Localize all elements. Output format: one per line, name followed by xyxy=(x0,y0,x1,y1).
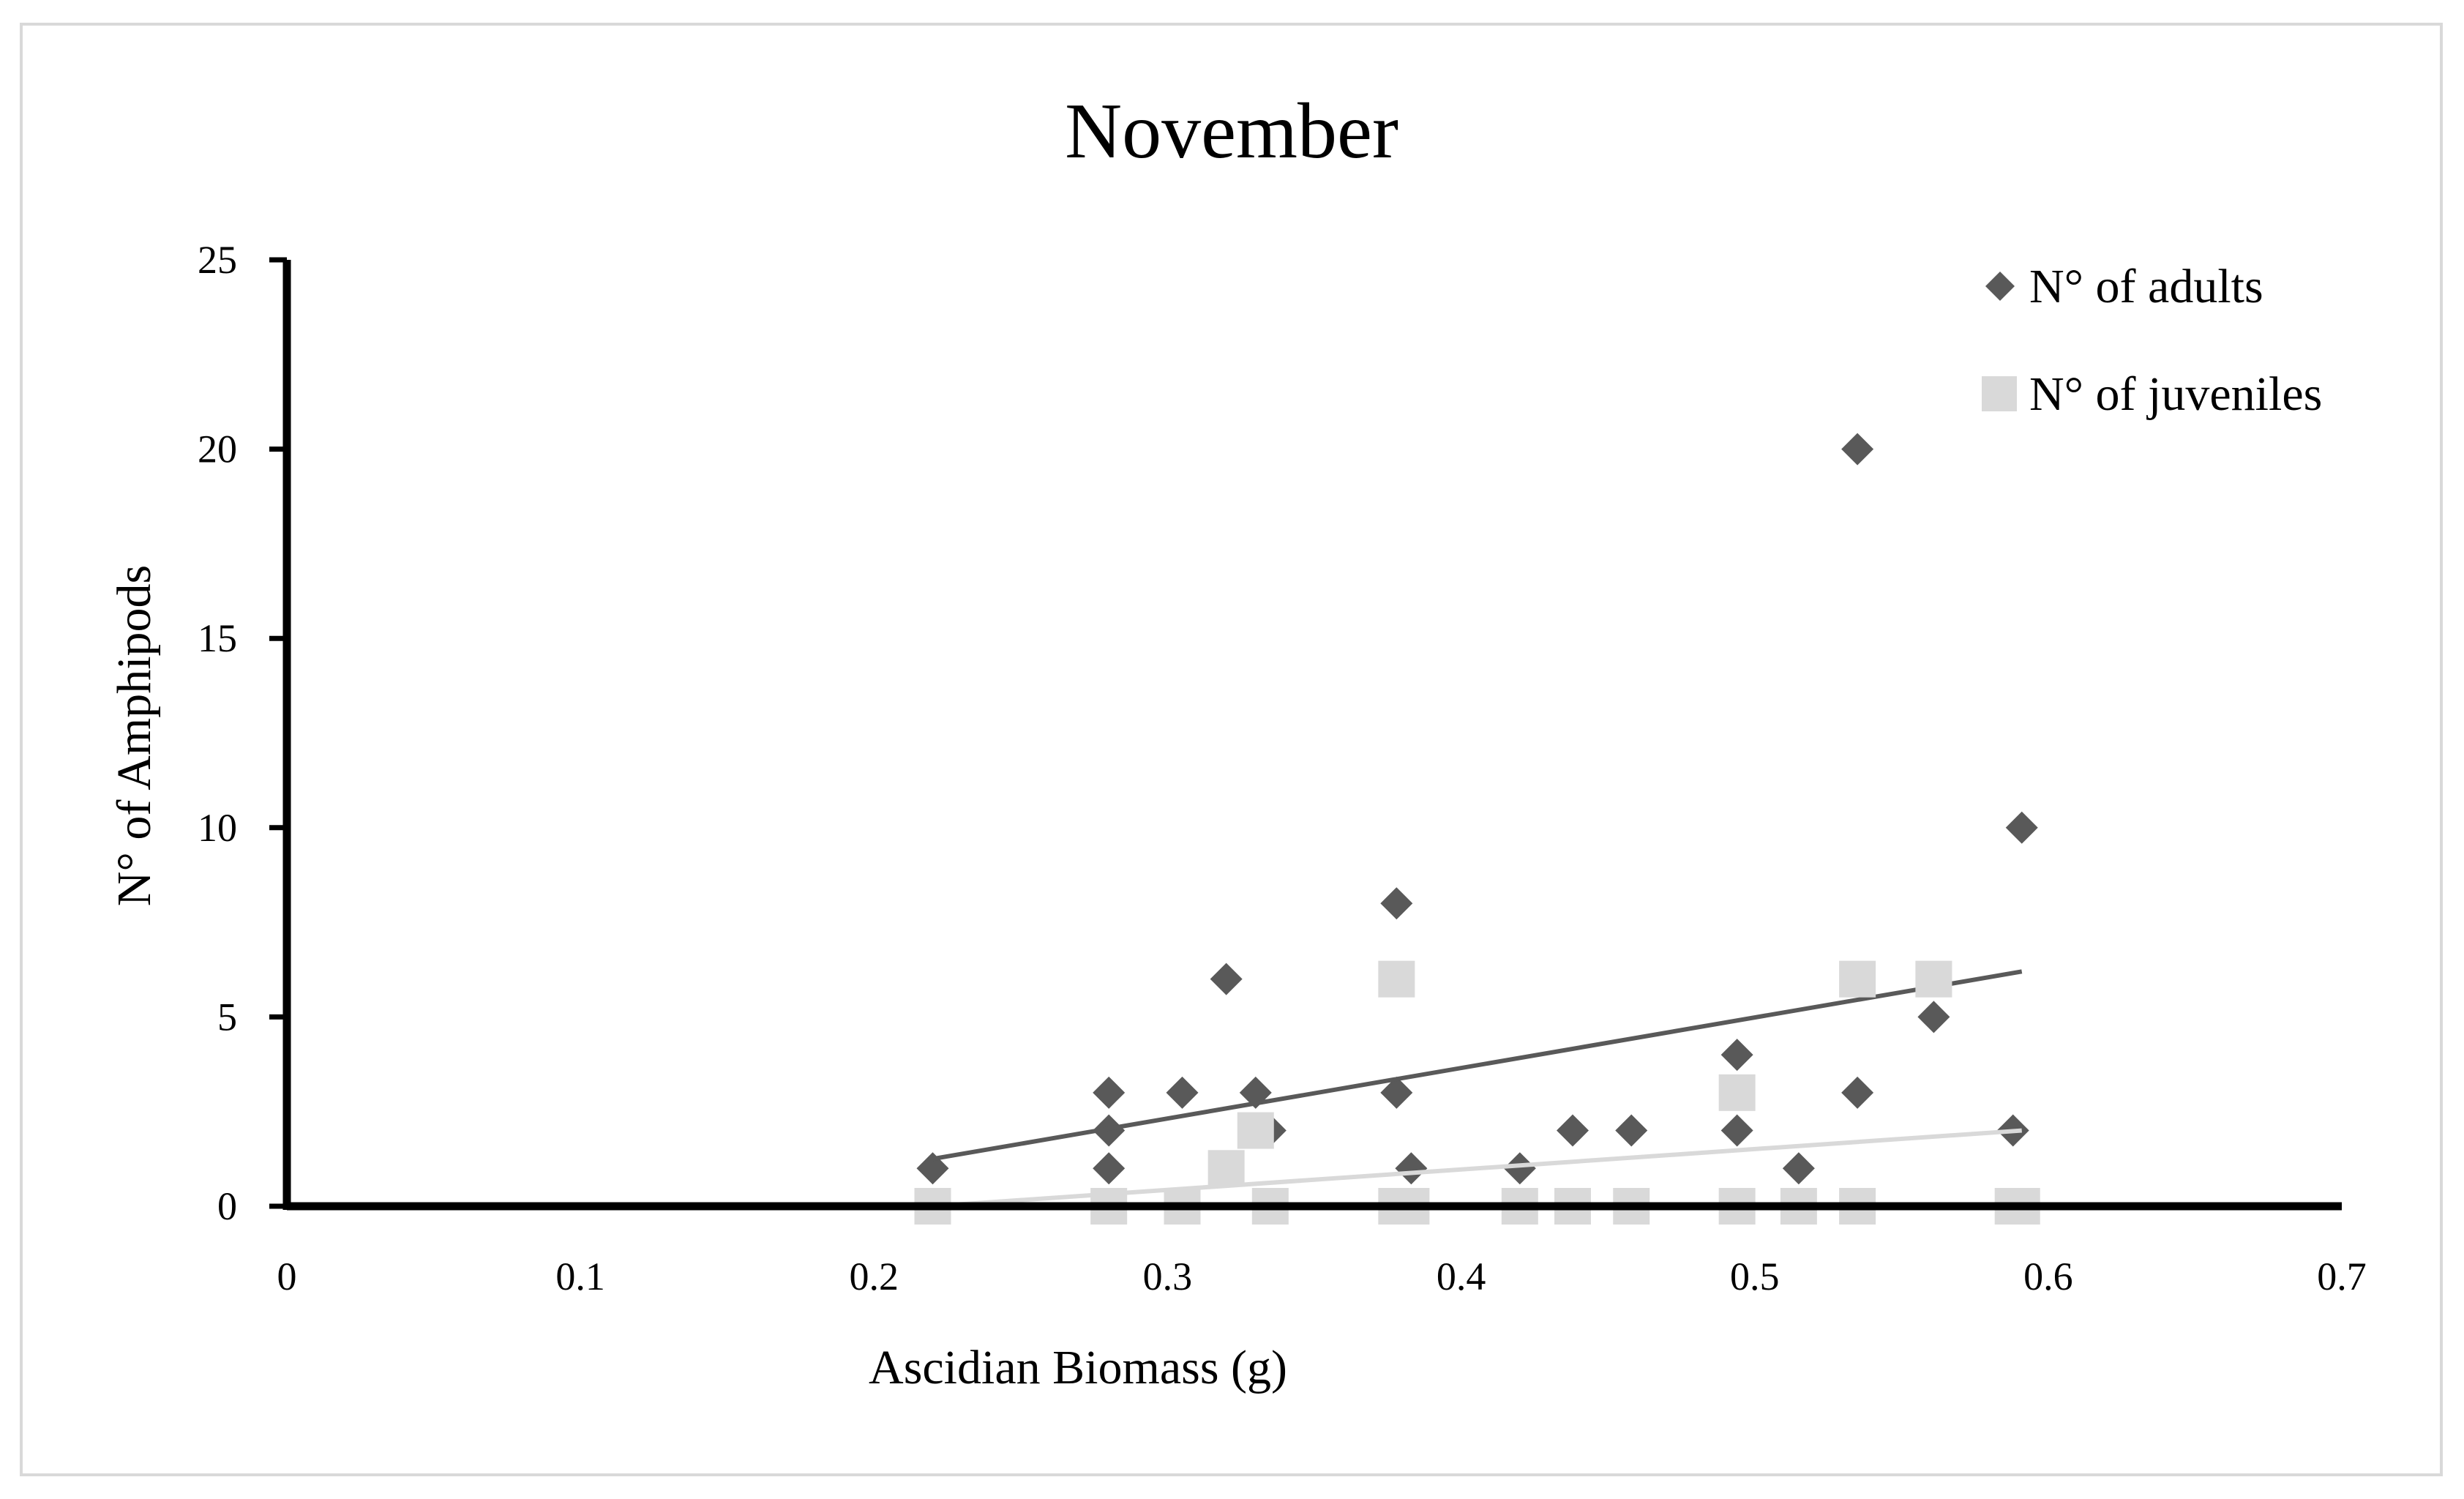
legend-marker-diamond-icon xyxy=(1985,272,2015,301)
legend-item-juveniles: N° of juveniles xyxy=(1982,367,2322,421)
data-point-n-of-adults xyxy=(1557,1114,1589,1147)
data-point-n-of-juveniles xyxy=(1237,1112,1274,1149)
legend-label-adults: N° of adults xyxy=(2029,260,2263,313)
y-tick-label: 0 xyxy=(217,1184,237,1228)
data-point-n-of-adults xyxy=(1720,1114,1753,1147)
y-tick-label: 25 xyxy=(198,238,237,282)
data-point-n-of-adults xyxy=(2005,811,2038,844)
data-point-n-of-adults xyxy=(1841,1076,1874,1109)
plot-area xyxy=(914,433,2040,1225)
data-point-n-of-adults xyxy=(1166,1076,1199,1109)
data-point-n-of-adults xyxy=(1503,1152,1536,1185)
x-tick-label: 0.7 xyxy=(2317,1255,2367,1298)
data-point-n-of-juveniles xyxy=(1839,960,1876,998)
tick-labels: 0 5 10 15 20 25 0 0.1 0.2 0.3 0.4 0.5 0.6 0.7 xyxy=(198,238,2367,1298)
x-tick-label: 0.3 xyxy=(1143,1255,1193,1298)
x-tick-label: 0 xyxy=(277,1255,297,1298)
data-point-n-of-juveniles xyxy=(1378,960,1415,998)
data-point-n-of-juveniles xyxy=(1718,1074,1756,1111)
y-tick-label: 10 xyxy=(198,806,237,850)
data-point-n-of-adults xyxy=(1841,433,1874,466)
data-point-n-of-adults xyxy=(1395,1152,1428,1185)
data-point-n-of-adults xyxy=(1615,1114,1648,1147)
data-point-n-of-adults xyxy=(916,1152,949,1185)
data-point-n-of-adults xyxy=(1093,1152,1126,1185)
series-n-of-adults xyxy=(916,433,2038,1185)
legend-item-adults: N° of adults xyxy=(1985,260,2263,313)
legend: N° of adults N° of juveniles xyxy=(1982,260,2322,421)
data-point-n-of-adults xyxy=(1720,1039,1753,1072)
data-point-n-of-juveniles xyxy=(1915,960,1952,998)
data-point-n-of-adults xyxy=(1210,962,1243,995)
y-axis-title: N° of Amphipods xyxy=(108,565,161,906)
trendline-n-of-adults xyxy=(932,969,2023,1162)
x-tick-label: 0.4 xyxy=(1437,1255,1486,1298)
data-point-n-of-juveniles xyxy=(1207,1150,1245,1187)
y-tick-label: 15 xyxy=(198,616,237,660)
data-point-n-of-adults xyxy=(1782,1152,1815,1185)
chart-frame xyxy=(20,23,2443,1476)
x-tick-label: 0.5 xyxy=(1730,1255,1780,1298)
x-tick-label: 0.2 xyxy=(850,1255,899,1298)
axes xyxy=(269,257,2342,1211)
x-tick-label: 0.6 xyxy=(2023,1255,2073,1298)
x-axis-title: Ascidian Biomass (g) xyxy=(869,1341,1287,1394)
data-point-n-of-adults xyxy=(1380,887,1413,920)
x-tick-label: 0.1 xyxy=(555,1255,605,1298)
legend-marker-square-icon xyxy=(1982,376,2017,411)
chart-title: November xyxy=(1065,88,1398,175)
trendline-n-of-juveniles xyxy=(932,1128,2022,1208)
data-point-n-of-adults xyxy=(1917,1001,1950,1033)
y-tick-label: 20 xyxy=(198,427,237,471)
data-point-n-of-adults xyxy=(1093,1076,1126,1109)
data-point-n-of-adults xyxy=(1380,1076,1413,1109)
legend-label-juveniles: N° of juveniles xyxy=(2029,367,2322,421)
y-tick-label: 5 xyxy=(217,995,237,1039)
